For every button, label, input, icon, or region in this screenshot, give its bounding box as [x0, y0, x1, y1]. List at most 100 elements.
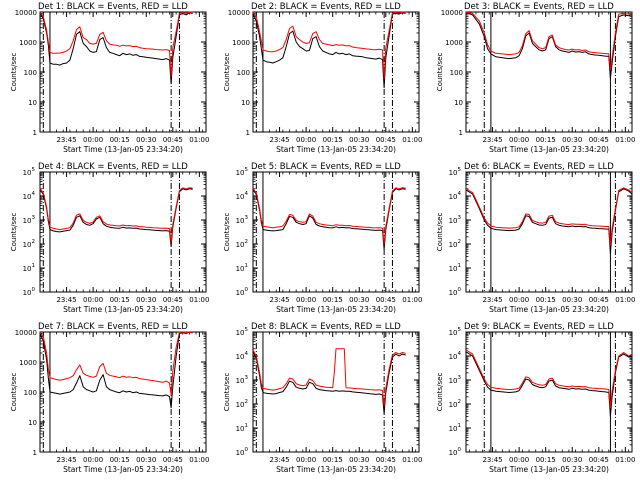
x-tick-label: 01:00: [615, 296, 635, 304]
y-axis-label: Counts/sec: [223, 53, 231, 92]
x-tick-label: 00:30: [349, 136, 369, 144]
x-tick-label: 00:00: [83, 456, 103, 464]
x-axis-label: Start Time (13-Jan-05 23:34:20): [63, 145, 183, 154]
chart-title: Det 3: BLACK = Events, RED = LLD: [464, 2, 614, 12]
y-axis-label: Counts/sec: [10, 373, 18, 412]
y-tick-label: 100: [236, 287, 249, 297]
lld-series-line: [39, 331, 193, 396]
y-tick-label: 101: [236, 263, 248, 273]
lld-series-line: [252, 348, 406, 407]
x-tick-label: 00:00: [83, 136, 103, 144]
chart-title: Det 9: BLACK = Events, RED = LLD: [464, 322, 614, 332]
x-tick-label: 00:00: [509, 296, 529, 304]
x-tick-label: 00:15: [110, 296, 130, 304]
y-tick-label: 100: [24, 69, 37, 77]
y-tick-label: 100: [449, 287, 462, 297]
x-tick-label: 00:00: [509, 456, 529, 464]
y-tick-label: 100: [23, 287, 36, 297]
lld-series-line: [39, 187, 193, 243]
y-tick-label: 102: [236, 399, 248, 409]
y-tick-label: 1000: [232, 39, 250, 47]
x-tick-label: 00:15: [323, 456, 343, 464]
chart-title: Det 4: BLACK = Events, RED = LLD: [38, 162, 188, 172]
x-tick-label: 23:45: [56, 296, 76, 304]
events-series-line: [465, 188, 633, 255]
x-tick-label: 00:00: [83, 296, 103, 304]
events-series-line: [39, 331, 193, 409]
x-axis-label: Start Time (13-Jan-05 23:34:20): [489, 145, 609, 154]
y-axis-label: Counts/sec: [436, 373, 444, 412]
y-tick-label: 10000: [441, 9, 463, 17]
x-axis-label: Start Time (13-Jan-05 23:34:20): [276, 465, 396, 474]
y-tick-label: 103: [449, 215, 462, 225]
events-series-line: [39, 12, 193, 85]
x-tick-label: 00:30: [349, 456, 369, 464]
lld-series-line: [39, 11, 193, 78]
y-tick-label: 103: [236, 215, 249, 225]
plot-frame: [252, 11, 420, 133]
x-tick-label: 00:30: [562, 136, 582, 144]
x-tick-label: 23:45: [482, 136, 502, 144]
y-tick-label: 101: [449, 423, 461, 433]
x-axis-label: Start Time (13-Jan-05 23:34:20): [63, 305, 183, 314]
y-tick-label: 104: [236, 191, 249, 201]
x-tick-label: 00:45: [376, 136, 396, 144]
x-axis-label: Start Time (13-Jan-05 23:34:20): [63, 465, 183, 474]
plot-frame: [39, 331, 207, 453]
x-tick-label: 00:00: [296, 296, 316, 304]
chart-title: Det 5: BLACK = Events, RED = LLD: [251, 162, 401, 172]
chart-title: Det 2: BLACK = Events, RED = LLD: [251, 2, 401, 12]
lld-series-line: [465, 187, 633, 246]
plot-frame: [39, 11, 207, 133]
x-tick-label: 00:00: [296, 456, 316, 464]
y-tick-label: 103: [236, 375, 249, 385]
x-tick-label: 00:45: [589, 456, 609, 464]
x-tick-label: 01:00: [615, 136, 635, 144]
x-tick-label: 01:00: [189, 456, 209, 464]
events-series-line: [465, 351, 633, 417]
events-series-line: [252, 188, 406, 250]
y-tick-label: 102: [236, 239, 248, 249]
events-series-line: [465, 12, 633, 80]
x-tick-label: 01:00: [189, 136, 209, 144]
x-tick-label: 00:45: [163, 136, 183, 144]
x-tick-label: 00:45: [589, 296, 609, 304]
y-axis-label: Counts/sec: [10, 213, 18, 252]
x-tick-label: 23:45: [56, 456, 76, 464]
y-tick-label: 10: [28, 419, 37, 427]
y-tick-label: 102: [449, 239, 461, 249]
y-tick-label: 1000: [19, 359, 37, 367]
lld-series-line: [252, 11, 406, 80]
x-tick-label: 23:45: [269, 296, 289, 304]
y-tick-label: 104: [23, 191, 36, 201]
y-tick-label: 101: [236, 423, 248, 433]
x-axis-label: Start Time (13-Jan-05 23:34:20): [276, 145, 396, 154]
chart-title: Det 6: BLACK = Events, RED = LLD: [464, 162, 614, 172]
x-tick-label: 00:45: [376, 296, 396, 304]
x-tick-label: 00:30: [562, 296, 582, 304]
x-tick-label: 00:00: [296, 136, 316, 144]
y-tick-label: 100: [449, 447, 462, 457]
x-tick-label: 00:00: [509, 136, 529, 144]
lld-series-line: [465, 11, 633, 71]
y-tick-label: 10000: [15, 9, 37, 17]
y-tick-label: 100: [236, 447, 249, 457]
x-tick-label: 00:15: [110, 456, 130, 464]
y-axis-label: Counts/sec: [223, 213, 231, 252]
x-tick-label: 01:00: [402, 296, 422, 304]
x-tick-label: 23:45: [56, 136, 76, 144]
y-tick-label: 100: [24, 389, 37, 397]
y-tick-label: 1: [33, 129, 37, 137]
y-tick-label: 102: [23, 239, 35, 249]
x-tick-label: 00:30: [136, 296, 156, 304]
x-tick-label: 23:45: [269, 456, 289, 464]
x-tick-label: 00:15: [536, 136, 556, 144]
x-tick-label: 00:45: [163, 456, 183, 464]
y-axis-label: Counts/sec: [436, 53, 444, 92]
x-tick-label: 23:45: [482, 296, 502, 304]
y-tick-label: 101: [23, 263, 35, 273]
y-tick-label: 100: [450, 69, 463, 77]
y-tick-label: 1000: [445, 39, 463, 47]
y-tick-label: 104: [449, 351, 462, 361]
